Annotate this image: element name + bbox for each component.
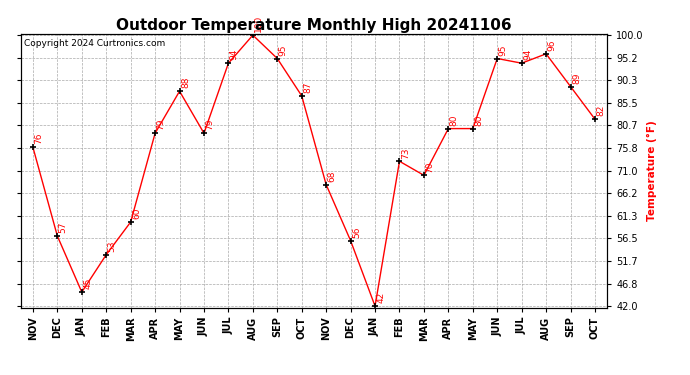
Text: 79: 79 (206, 119, 215, 130)
Text: 100: 100 (254, 15, 264, 32)
Y-axis label: Temperature (°F): Temperature (°F) (647, 120, 657, 221)
Text: 95: 95 (499, 44, 508, 56)
Text: 73: 73 (401, 147, 410, 159)
Text: 95: 95 (279, 44, 288, 56)
Text: 87: 87 (303, 82, 312, 93)
Text: 94: 94 (523, 49, 532, 60)
Text: 60: 60 (132, 208, 141, 219)
Text: Copyright 2024 Curtronics.com: Copyright 2024 Curtronics.com (23, 39, 165, 48)
Text: 70: 70 (425, 161, 434, 172)
Text: 45: 45 (83, 278, 92, 289)
Title: Outdoor Temperature Monthly High 20241106: Outdoor Temperature Monthly High 2024110… (116, 18, 512, 33)
Text: 42: 42 (377, 292, 386, 303)
Text: 80: 80 (474, 114, 483, 126)
Text: 76: 76 (34, 133, 43, 144)
Text: 88: 88 (181, 77, 190, 88)
Text: 94: 94 (230, 49, 239, 60)
Text: 68: 68 (328, 170, 337, 182)
Text: 96: 96 (547, 39, 557, 51)
Text: 53: 53 (108, 240, 117, 252)
Text: 89: 89 (572, 72, 581, 84)
Text: 82: 82 (596, 105, 605, 117)
Text: 80: 80 (450, 114, 459, 126)
Text: 79: 79 (157, 119, 166, 130)
Text: 57: 57 (59, 222, 68, 233)
Text: 56: 56 (352, 226, 361, 238)
